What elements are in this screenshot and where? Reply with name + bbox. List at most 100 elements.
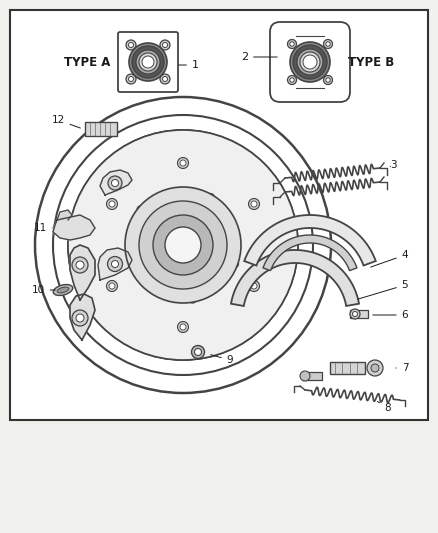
Circle shape — [68, 130, 298, 360]
Circle shape — [251, 201, 257, 207]
Circle shape — [293, 45, 327, 79]
Ellipse shape — [53, 285, 73, 295]
Circle shape — [206, 193, 215, 201]
Bar — [302, 372, 322, 380]
Circle shape — [108, 176, 122, 190]
Polygon shape — [70, 294, 95, 340]
Ellipse shape — [57, 287, 69, 293]
Circle shape — [127, 260, 135, 268]
Circle shape — [165, 227, 201, 263]
Text: 7: 7 — [396, 363, 408, 373]
Polygon shape — [57, 210, 72, 220]
Polygon shape — [98, 248, 132, 280]
Circle shape — [132, 46, 164, 78]
Text: 5: 5 — [358, 280, 408, 299]
Text: 1: 1 — [179, 60, 199, 70]
Circle shape — [76, 261, 84, 269]
Circle shape — [324, 76, 332, 85]
Circle shape — [177, 321, 188, 333]
Text: 12: 12 — [51, 115, 81, 128]
Text: 6: 6 — [373, 310, 408, 320]
Circle shape — [248, 280, 259, 292]
Circle shape — [112, 261, 119, 268]
Circle shape — [162, 77, 167, 82]
Circle shape — [350, 309, 360, 319]
Circle shape — [251, 283, 257, 289]
Circle shape — [326, 42, 330, 46]
Circle shape — [290, 42, 330, 82]
Circle shape — [303, 55, 317, 69]
Circle shape — [300, 371, 310, 381]
Circle shape — [153, 215, 213, 275]
Circle shape — [231, 260, 239, 268]
Circle shape — [109, 201, 115, 207]
Polygon shape — [70, 245, 95, 300]
Circle shape — [68, 130, 298, 360]
Polygon shape — [53, 215, 95, 240]
FancyBboxPatch shape — [270, 22, 350, 102]
Text: 9: 9 — [211, 355, 233, 365]
Circle shape — [126, 40, 136, 50]
Circle shape — [76, 314, 84, 322]
Text: 8: 8 — [378, 401, 391, 413]
Circle shape — [72, 310, 88, 326]
Circle shape — [106, 198, 117, 209]
Circle shape — [191, 297, 194, 301]
Text: TYPE A: TYPE A — [64, 56, 110, 69]
Circle shape — [139, 208, 143, 212]
Circle shape — [125, 187, 241, 303]
Bar — [10, 10, 428, 420]
Circle shape — [300, 52, 320, 72]
Circle shape — [53, 115, 313, 375]
Circle shape — [290, 42, 294, 46]
Text: 11: 11 — [33, 223, 52, 233]
Circle shape — [112, 180, 119, 187]
Text: TYPE B: TYPE B — [348, 56, 394, 69]
Circle shape — [35, 97, 331, 393]
Circle shape — [194, 349, 201, 356]
Text: 2: 2 — [241, 52, 277, 62]
Circle shape — [128, 77, 134, 82]
Circle shape — [233, 262, 237, 266]
FancyBboxPatch shape — [118, 32, 178, 92]
Circle shape — [136, 50, 160, 74]
Circle shape — [126, 74, 136, 84]
Circle shape — [129, 43, 167, 81]
Circle shape — [180, 324, 186, 330]
Circle shape — [129, 262, 133, 266]
Circle shape — [139, 53, 157, 71]
Polygon shape — [100, 170, 132, 195]
Text: 3: 3 — [390, 160, 396, 170]
Circle shape — [248, 198, 259, 209]
Circle shape — [109, 283, 115, 289]
Text: 10: 10 — [32, 285, 55, 295]
Polygon shape — [231, 250, 359, 306]
Circle shape — [160, 40, 170, 50]
Text: 4: 4 — [371, 250, 408, 267]
Circle shape — [191, 345, 205, 359]
Circle shape — [128, 43, 134, 47]
Circle shape — [177, 157, 188, 168]
Circle shape — [287, 76, 297, 85]
Circle shape — [353, 311, 357, 317]
Circle shape — [139, 201, 227, 289]
Bar — [350, 310, 368, 318]
Circle shape — [142, 56, 154, 68]
Polygon shape — [263, 235, 357, 271]
Bar — [85, 122, 117, 136]
Circle shape — [72, 257, 88, 273]
Circle shape — [297, 49, 323, 75]
Circle shape — [107, 256, 123, 271]
Circle shape — [287, 39, 297, 49]
Circle shape — [188, 295, 197, 303]
Circle shape — [290, 78, 294, 82]
Circle shape — [324, 39, 332, 49]
Circle shape — [162, 43, 167, 47]
Polygon shape — [244, 215, 376, 265]
Circle shape — [326, 78, 330, 82]
Circle shape — [208, 196, 212, 199]
Bar — [330, 362, 365, 374]
Circle shape — [106, 280, 117, 292]
Circle shape — [367, 360, 383, 376]
Circle shape — [371, 364, 379, 372]
